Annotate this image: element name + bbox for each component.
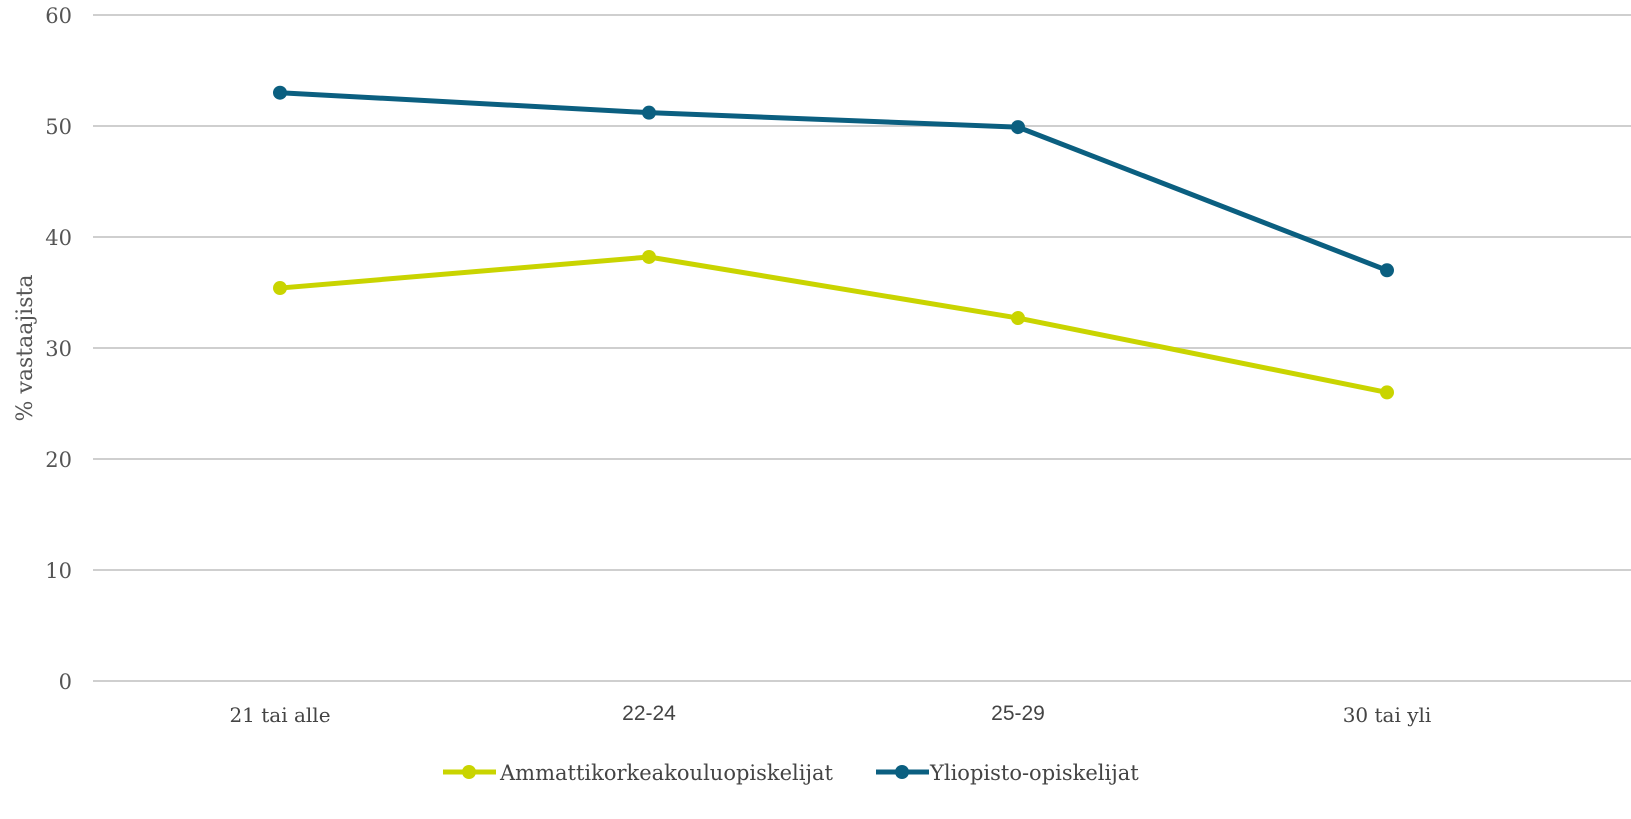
y-tick-label: 20 <box>45 448 72 472</box>
legend-swatch-marker <box>895 765 909 779</box>
y-tick-label: 0 <box>59 670 72 694</box>
data-point <box>273 281 287 296</box>
data-point <box>642 249 656 264</box>
x-tick-label: 21 tai alle <box>229 703 330 727</box>
y-tick-label: 60 <box>45 4 72 28</box>
series-line-1 <box>277 90 1390 273</box>
y-tick-label: 50 <box>45 115 72 139</box>
data-point <box>1011 311 1025 326</box>
legend: Ammattikorkeakouluopiskelijat Yliopisto-o… <box>443 761 1139 785</box>
y-tick-label: 40 <box>45 226 72 250</box>
legend-swatch-marker <box>462 765 476 779</box>
data-point <box>1011 120 1025 135</box>
x-tick-label: 30 tai yli <box>1343 703 1432 727</box>
y-axis-label: % vastaajista <box>13 275 38 422</box>
x-tick-label: 22-24 <box>622 702 676 725</box>
x-axis-ticks: 21 tai alle 22-24 25-29 30 tai yli <box>229 702 1431 727</box>
data-point <box>1380 263 1394 278</box>
data-point <box>273 85 287 100</box>
series-group <box>273 85 1394 400</box>
gridlines <box>93 14 1631 682</box>
y-tick-label: 10 <box>45 559 72 583</box>
legend-label: Ammattikorkeakouluopiskelijat <box>499 761 834 785</box>
series-line-0 <box>277 254 1390 395</box>
legend-label: Yliopisto-opiskelijat <box>929 761 1139 785</box>
x-tick-label: 25-29 <box>991 702 1045 725</box>
y-axis-ticks: 0 10 20 30 40 50 60 <box>45 4 72 694</box>
data-point <box>642 105 656 120</box>
data-point <box>1380 385 1394 400</box>
y-tick-label: 30 <box>45 337 72 361</box>
